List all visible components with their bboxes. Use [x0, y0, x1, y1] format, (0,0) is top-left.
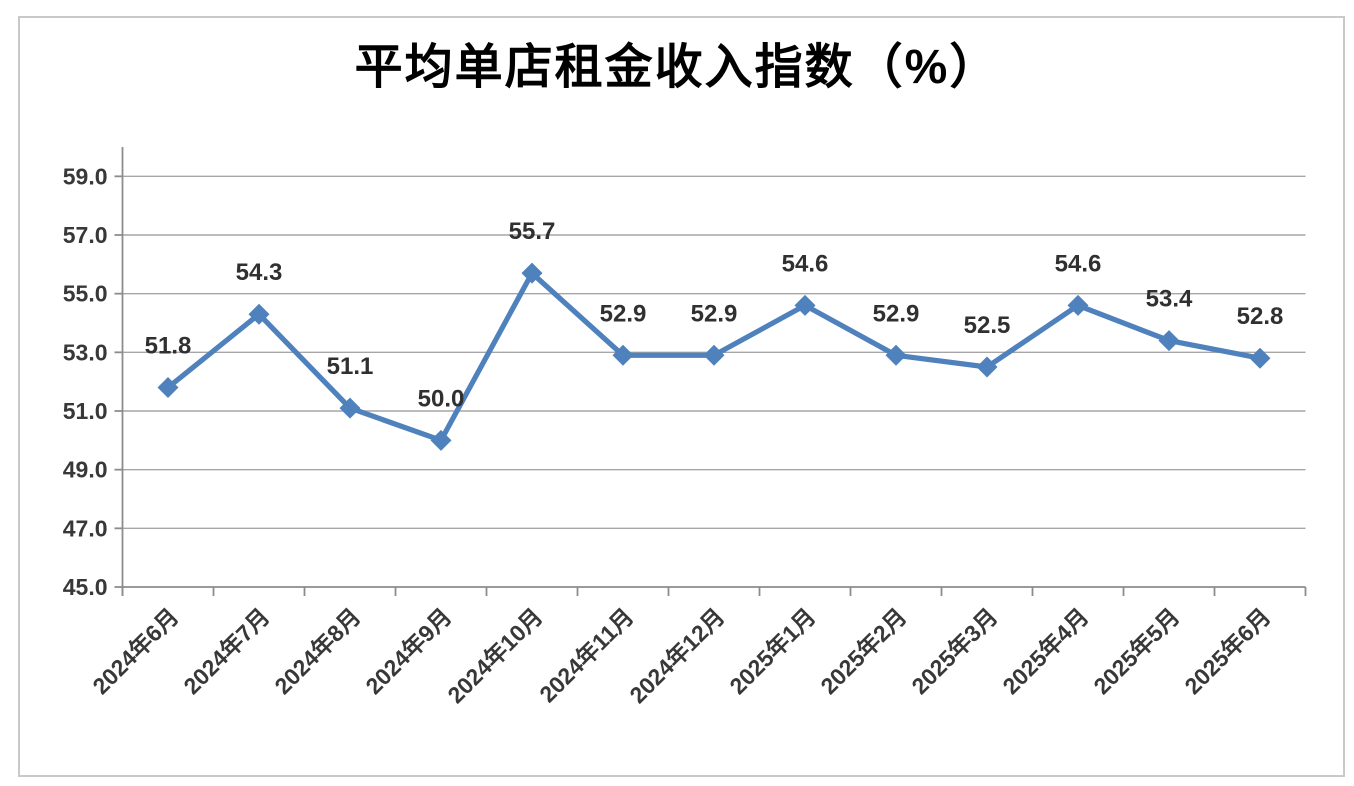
y-tick-label: 51.0 — [63, 398, 108, 424]
chart-title: 平均单店租金收入指数（%） — [354, 41, 1000, 94]
data-label: 52.5 — [964, 312, 1011, 339]
marker-diamond — [1067, 294, 1089, 316]
data-label: 50.0 — [418, 385, 465, 412]
x-tick-label: 2025年1月 — [724, 603, 820, 699]
y-tick-label: 49.0 — [63, 457, 108, 483]
x-tick-label: 2025年2月 — [815, 603, 911, 699]
marker-diamond — [339, 397, 361, 419]
y-tick-label: 55.0 — [63, 281, 108, 307]
x-tick-label: 2025年6月 — [1179, 603, 1275, 699]
x-tick-label: 2025年3月 — [906, 603, 1002, 699]
x-tick-label: 2024年12月 — [624, 603, 729, 708]
marker-diamond — [248, 303, 270, 325]
data-label: 52.9 — [691, 300, 738, 327]
marker-diamond — [703, 344, 725, 366]
data-label: 54.6 — [1055, 250, 1102, 277]
marker-diamond — [976, 356, 998, 378]
x-tick-label: 2024年10月 — [442, 603, 547, 708]
marker-diamond — [430, 429, 452, 451]
x-tick-label: 2025年4月 — [997, 603, 1093, 699]
marker-diamond — [521, 262, 543, 284]
data-label: 55.7 — [509, 218, 556, 245]
y-tick-label: 57.0 — [63, 222, 108, 248]
marker-diamond — [612, 344, 634, 366]
data-label: 52.9 — [600, 300, 647, 327]
chart-frame — [18, 16, 1345, 777]
x-tick-label: 2024年8月 — [269, 603, 365, 699]
x-tick-label: 2024年11月 — [534, 603, 638, 707]
x-tick-label: 2024年7月 — [178, 603, 274, 699]
data-label: 53.4 — [1146, 286, 1193, 313]
y-tick-label: 59.0 — [63, 163, 108, 189]
data-label: 51.1 — [327, 353, 374, 380]
data-label: 52.9 — [873, 300, 920, 327]
data-label: 54.3 — [236, 259, 283, 286]
marker-diamond — [157, 377, 179, 399]
x-tick-label: 2025年5月 — [1088, 603, 1184, 699]
marker-diamond — [794, 294, 816, 316]
y-tick-label: 47.0 — [63, 515, 108, 541]
x-tick-label: 2024年9月 — [360, 603, 456, 699]
data-label: 51.8 — [145, 333, 192, 360]
y-tick-label: 53.0 — [63, 339, 108, 365]
marker-diamond — [1158, 330, 1180, 352]
y-tick-label: 45.0 — [63, 574, 108, 600]
marker-diamond — [1249, 347, 1271, 369]
data-label: 54.6 — [782, 250, 829, 277]
data-label: 52.8 — [1237, 303, 1284, 330]
x-tick-label: 2024年6月 — [87, 603, 183, 699]
marker-diamond — [885, 344, 907, 366]
